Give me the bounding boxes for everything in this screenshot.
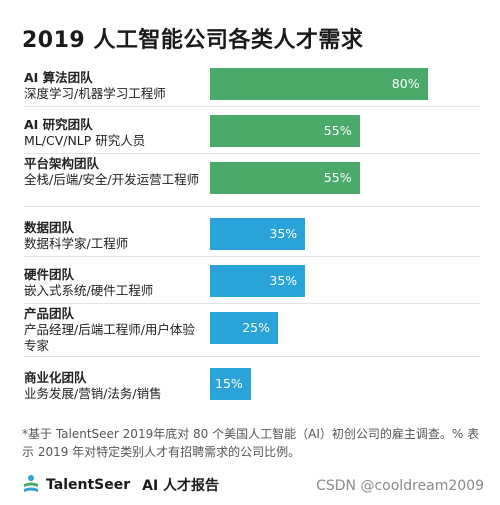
category-description: 全栈/后端/安全/开发运营工程师 — [24, 172, 200, 187]
bar: 25% — [210, 312, 278, 344]
category-label: AI 算法团队 深度学习/机器学习工程师 — [24, 70, 204, 102]
chart-title: 2019 人工智能公司各类人才需求 — [22, 28, 364, 53]
category-name: 产品团队 — [24, 306, 75, 321]
category-description: 嵌入式系统/硬件工程师 — [24, 283, 154, 298]
bar-value-label: 35% — [269, 273, 298, 288]
bar-value-label: 35% — [269, 226, 298, 241]
row-divider — [24, 206, 480, 207]
bar: 55% — [210, 162, 360, 194]
bar: 35% — [210, 265, 306, 297]
footnote: *基于 TalentSeer 2019年底对 80 个美国人工智能（AI）初创公… — [22, 427, 480, 459]
bar-value-label: 55% — [323, 123, 352, 138]
bar: 80% — [210, 68, 428, 100]
bar-chart: AI 算法团队 深度学习/机器学习工程师 80% AI 研究团队 ML/CV/NLP 研… — [24, 68, 480, 402]
bar: 15% — [210, 368, 251, 400]
talentseer-logo-icon — [24, 475, 38, 492]
row-divider — [24, 303, 480, 304]
bar-value-label: 80% — [391, 76, 420, 91]
row-divider — [24, 356, 480, 357]
category-description: 深度学习/机器学习工程师 — [24, 86, 166, 101]
category-name: 商业化团队 — [24, 370, 87, 385]
category-label: 数据团队 数据科学家/工程师 — [24, 220, 204, 252]
brand-name: TalentSeer — [46, 477, 131, 493]
brand: TalentSeer AI 人才报告 — [22, 473, 219, 497]
row-divider — [24, 106, 480, 107]
row-divider — [24, 153, 480, 154]
category-description: 数据科学家/工程师 — [24, 236, 129, 251]
bar: 55% — [210, 115, 360, 147]
category-description: ML/CV/NLP 研究人员 — [24, 133, 146, 148]
category-name: 平台架构团队 — [24, 156, 100, 171]
category-name: AI 研究团队 — [24, 117, 93, 132]
category-description: 业务发展/营销/法务/销售 — [24, 386, 162, 401]
category-name: 数据团队 — [24, 220, 75, 235]
brand-subtitle: AI 人才报告 — [142, 478, 220, 494]
bar: 35% — [210, 218, 306, 250]
category-label: AI 研究团队 ML/CV/NLP 研究人员 — [24, 117, 204, 149]
category-name: 硬件团队 — [24, 267, 75, 282]
bar-value-label: 15% — [215, 376, 243, 391]
row-divider — [24, 256, 480, 257]
category-label: 产品团队 产品经理/后端工程师/用户体验专家 — [24, 306, 204, 354]
watermark: CSDN @cooldream2009 — [316, 478, 484, 494]
category-label: 硬件团队 嵌入式系统/硬件工程师 — [24, 267, 204, 299]
bar-value-label: 55% — [323, 170, 352, 185]
category-label: 平台架构团队 全栈/后端/安全/开发运营工程师 — [24, 156, 204, 188]
bar-value-label: 25% — [242, 320, 270, 335]
category-label: 商业化团队 业务发展/营销/法务/销售 — [24, 370, 204, 402]
category-description: 产品经理/后端工程师/用户体验专家 — [24, 322, 195, 353]
category-name: AI 算法团队 — [24, 70, 93, 85]
